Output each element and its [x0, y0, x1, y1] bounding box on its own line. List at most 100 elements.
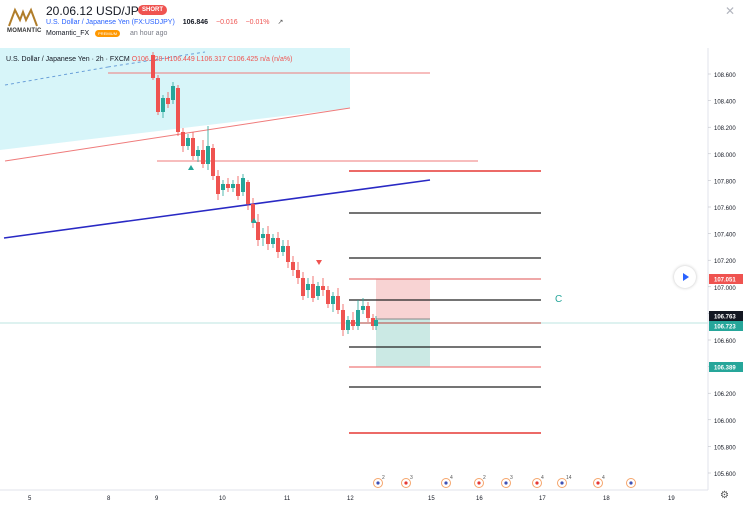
- published-time: an hour ago: [129, 30, 168, 37]
- event-flag-count: 4: [541, 475, 544, 481]
- candle-body: [156, 78, 160, 112]
- candle-body: [341, 310, 345, 330]
- candle-body: [231, 184, 235, 188]
- time-tick-label: 10: [219, 496, 226, 502]
- time-tick-label: 18: [603, 496, 610, 502]
- wave-label-c: C: [555, 294, 562, 305]
- price-tick-label: 105.800: [714, 445, 736, 451]
- price-label-bg: [709, 274, 743, 284]
- candle-body: [366, 306, 370, 318]
- price-axis-labels: 107.051 106.763 106.723 106.389: [709, 274, 743, 372]
- event-flag-dot: [376, 481, 380, 485]
- symbol-link[interactable]: U.S. Dollar / Japanese Yen (FX:USDJPY): [46, 19, 175, 26]
- candle-body: [286, 246, 290, 262]
- event-flag-count: 3: [510, 475, 513, 481]
- candle-body: [356, 310, 360, 326]
- channel-lower-line: [4, 107, 351, 162]
- price-tick-label: 108.600: [714, 73, 736, 79]
- time-tick-label: 16: [476, 496, 483, 502]
- close-icon[interactable]: ✕: [724, 4, 735, 18]
- candle-body: [191, 138, 195, 156]
- arrow-down-marker: [316, 260, 322, 265]
- price-tick-label: 107.000: [714, 286, 736, 292]
- candle-body: [276, 238, 280, 252]
- price-tick-label: 108.000: [714, 153, 736, 159]
- event-flag-dot: [504, 481, 508, 485]
- momantic-logo: MOMANTIC: [6, 6, 42, 36]
- price-label: 106.389: [714, 366, 736, 372]
- candle-body: [281, 246, 285, 252]
- candle-body: [171, 86, 175, 100]
- trend-blue-line: [3, 179, 431, 239]
- price-tick-label: 107.400: [714, 233, 736, 239]
- candle-body: [166, 98, 170, 104]
- event-flag-count: 2: [382, 475, 385, 481]
- price-tick-label: 107.200: [714, 259, 736, 265]
- price-tick-label: 108.400: [714, 100, 736, 106]
- time-tick-label: 11: [284, 496, 291, 502]
- price-change: −0.016: [216, 19, 238, 26]
- candle-body: [321, 286, 325, 290]
- candle-body: [266, 234, 270, 244]
- event-flag-dot: [535, 481, 539, 485]
- candle-body: [296, 270, 300, 278]
- candle-body: [326, 290, 330, 304]
- candle-body: [241, 178, 245, 192]
- candle-body: [151, 55, 155, 78]
- candle-body: [176, 88, 180, 132]
- candle-body: [301, 278, 305, 296]
- candle-body: [211, 148, 215, 176]
- candle-body: [336, 296, 340, 310]
- candle-body: [271, 238, 275, 244]
- price-label-bg: [709, 321, 743, 331]
- candle-body: [316, 286, 320, 296]
- idea-header: MOMANTIC 20.06.12 USD/JPY SHORT U.S. Dol…: [0, 0, 743, 48]
- price-label: 106.723: [714, 325, 736, 331]
- time-axis: 5 8 9 10 11 12 15 16 17 18 19: [28, 496, 675, 502]
- time-tick-label: 17: [539, 496, 546, 502]
- candle-body: [206, 146, 210, 164]
- time-tick-label: 19: [668, 496, 675, 502]
- event-flag-count: 2: [483, 475, 486, 481]
- candle-body: [331, 296, 335, 304]
- short-target-zone: [376, 319, 430, 367]
- candle-body: [256, 222, 260, 240]
- candle-body: [236, 184, 240, 196]
- price-label-bg: [709, 311, 743, 321]
- event-flag-dot: [629, 481, 633, 485]
- event-flag-dot: [404, 481, 408, 485]
- price-label: 106.763: [714, 315, 736, 321]
- author-line: Momantic_FX PREMIUM an hour ago: [46, 29, 168, 37]
- author-name[interactable]: Momantic_FX: [46, 30, 90, 37]
- candle-body: [261, 234, 265, 238]
- price-chart[interactable]: C 108.600 108.400 108.200 108.000 107.800 107…: [0, 48, 743, 505]
- candles: [151, 52, 378, 336]
- play-icon[interactable]: [674, 266, 696, 288]
- legend-ohlc: O106.328 H106.449 L106.317 C106.425 n/a …: [131, 56, 293, 63]
- price-label: 107.051: [714, 278, 736, 284]
- candle-body: [226, 184, 230, 188]
- chart-legend: U.S. Dollar / Japanese Yen · 2h · FXCM O…: [6, 56, 292, 63]
- short-stop-zone: [376, 279, 430, 319]
- price-tick-label: 106.200: [714, 392, 736, 398]
- price-tick-label: 105.600: [714, 472, 736, 478]
- candle-body: [311, 284, 315, 298]
- event-flag-dot: [444, 481, 448, 485]
- time-tick-label: 12: [347, 496, 354, 502]
- candle-body: [251, 204, 255, 222]
- event-flag-dot: [596, 481, 600, 485]
- channel-top-line: [107, 51, 206, 68]
- candle-body: [196, 150, 200, 156]
- short-badge: SHORT: [138, 5, 167, 15]
- last-price: 106.846: [182, 19, 209, 26]
- time-tick-label: 9: [155, 496, 159, 502]
- price-tick-label: 107.800: [714, 179, 736, 185]
- legend-symbol: U.S. Dollar / Japanese Yen · 2h · FXCM: [6, 56, 130, 63]
- candle-body: [371, 318, 375, 326]
- time-tick-label: 15: [428, 496, 435, 502]
- gear-icon[interactable]: ⚙: [720, 490, 729, 501]
- event-flag-dot: [477, 481, 481, 485]
- share-icon[interactable]: ↗: [277, 19, 284, 26]
- logo-text: MOMANTIC: [7, 28, 42, 34]
- candle-body: [346, 320, 350, 330]
